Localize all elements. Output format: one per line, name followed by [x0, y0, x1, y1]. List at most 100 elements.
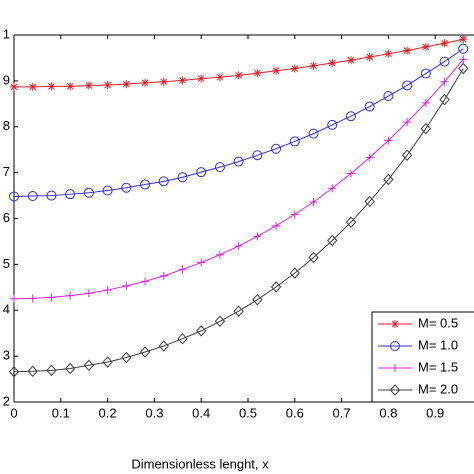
marker [178, 265, 187, 274]
marker [46, 364, 57, 377]
y-tick-label: 8 [3, 118, 10, 133]
marker [439, 93, 450, 106]
marker [141, 277, 150, 286]
marker [139, 346, 151, 358]
y-tick-label: 7 [3, 164, 10, 179]
marker [252, 150, 263, 161]
marker [403, 118, 412, 127]
marker [197, 258, 206, 267]
marker [102, 356, 113, 368]
marker [328, 58, 337, 67]
marker [272, 221, 281, 230]
marker [215, 73, 224, 82]
marker [309, 197, 318, 206]
marker [196, 325, 207, 337]
y-tick-label: 1 [3, 26, 10, 41]
marker [10, 82, 18, 91]
marker [421, 42, 430, 51]
marker [121, 182, 132, 193]
marker [83, 359, 95, 372]
marker [421, 98, 430, 107]
marker [327, 119, 338, 130]
y-tick-label: 3 [3, 348, 10, 363]
marker [46, 190, 57, 201]
marker [233, 156, 244, 167]
series-line [14, 38, 464, 88]
marker [215, 250, 224, 259]
marker [328, 184, 337, 193]
series-line [13, 58, 464, 300]
marker [365, 153, 374, 162]
series-line [13, 68, 464, 373]
marker [458, 43, 469, 54]
marker [308, 128, 319, 139]
series-line [13, 48, 464, 197]
marker [196, 167, 207, 178]
marker [66, 291, 75, 300]
legend-box [371, 311, 474, 403]
marker [384, 49, 393, 58]
marker [440, 77, 449, 86]
marker [65, 189, 76, 200]
x-tick-label: 0.5 [239, 405, 257, 420]
marker [234, 71, 243, 80]
marker [103, 286, 112, 295]
marker [253, 232, 262, 241]
marker [327, 234, 338, 247]
x-tick-label: 0.6 [286, 405, 304, 420]
legend-label: M= 2.0 [418, 381, 458, 396]
marker [420, 122, 432, 135]
x-axis-label: Dimensionless lenght, x [131, 456, 269, 471]
legend-label: M= 1.0 [418, 337, 458, 352]
marker [121, 351, 132, 364]
x-tick-label: 0.7 [333, 405, 351, 420]
marker [458, 62, 469, 75]
marker [364, 101, 375, 112]
marker [290, 210, 299, 219]
marker [289, 267, 300, 279]
marker [289, 136, 300, 147]
x-tick-label: 0.2 [99, 405, 117, 420]
y-tick-label: 6 [3, 210, 10, 225]
marker [159, 271, 168, 280]
legend-label: M= 1.5 [418, 359, 458, 374]
marker [383, 91, 394, 102]
marker [159, 77, 168, 86]
x-tick-label: 0.9 [426, 405, 444, 420]
marker [365, 53, 374, 62]
marker [252, 293, 263, 306]
marker [234, 242, 243, 251]
y-tick-label: 5 [3, 256, 10, 271]
marker [402, 80, 413, 91]
x-tick-label: 0.8 [379, 405, 397, 420]
marker [420, 68, 431, 79]
marker [47, 293, 56, 302]
marker [233, 305, 244, 317]
marker [197, 74, 206, 83]
marker [440, 39, 449, 48]
marker [253, 69, 262, 78]
marker [27, 191, 38, 202]
marker [391, 364, 399, 372]
y-tick-label: 2 [3, 393, 10, 408]
marker [83, 187, 94, 198]
marker [346, 169, 355, 178]
marker [391, 320, 399, 328]
marker [122, 80, 131, 89]
marker [177, 172, 188, 183]
marker [459, 35, 468, 44]
marker [270, 281, 282, 293]
marker [383, 173, 394, 186]
marker [66, 82, 75, 91]
marker [27, 365, 38, 378]
x-tick-label: 0.4 [192, 405, 210, 420]
marker [390, 341, 400, 351]
marker [10, 294, 18, 303]
marker [158, 176, 169, 187]
marker [64, 362, 76, 375]
legend-label: M= 0.5 [418, 315, 458, 330]
marker [140, 179, 151, 190]
x-tick-label: 0 [10, 405, 17, 420]
marker [214, 162, 225, 173]
